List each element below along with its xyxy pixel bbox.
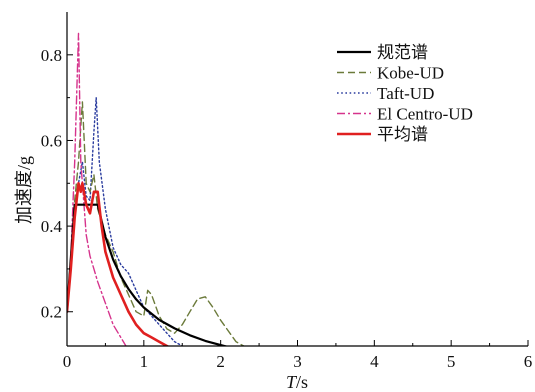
x-tick-label-0: 0 bbox=[63, 352, 72, 371]
tick-marks bbox=[66, 54, 529, 346]
series-line-1 bbox=[67, 101, 246, 346]
tick-labels: 0 1 2 3 4 5 6 0.2 0.4 0.6 0.8 bbox=[41, 46, 533, 371]
legend-label-2: Taft-UD bbox=[377, 84, 434, 103]
x-tick-label-3: 3 bbox=[293, 352, 302, 371]
x-axis-title: T/s bbox=[286, 372, 308, 392]
legend-label-3: El Centro-UD bbox=[377, 105, 473, 124]
plot-series bbox=[67, 32, 246, 346]
x-tick-label-5: 5 bbox=[447, 352, 456, 371]
x-tick-label-6: 6 bbox=[524, 352, 533, 371]
axes bbox=[66, 12, 528, 347]
x-tick-label-4: 4 bbox=[370, 352, 379, 371]
y-tick-label-2: 0.6 bbox=[41, 131, 62, 150]
y-tick-label-3: 0.8 bbox=[41, 46, 62, 65]
y-tick-label-0: 0.2 bbox=[41, 303, 62, 322]
legend-label-1: Kobe-UD bbox=[377, 64, 444, 83]
x-axis-title-unit: /s bbox=[296, 372, 308, 392]
x-tick-label-2: 2 bbox=[216, 352, 225, 371]
x-axis-title-italic: T bbox=[286, 372, 298, 392]
series-line-4 bbox=[67, 182, 170, 346]
x-tick-label-1: 1 bbox=[140, 352, 149, 371]
series-line-3 bbox=[67, 32, 127, 346]
y-tick-label-1: 0.4 bbox=[41, 217, 63, 236]
legend-label-4: 平均谱 bbox=[377, 125, 428, 144]
legend-label-0: 规范谱 bbox=[377, 43, 428, 62]
y-axis-title: 加速度/g bbox=[14, 156, 34, 224]
